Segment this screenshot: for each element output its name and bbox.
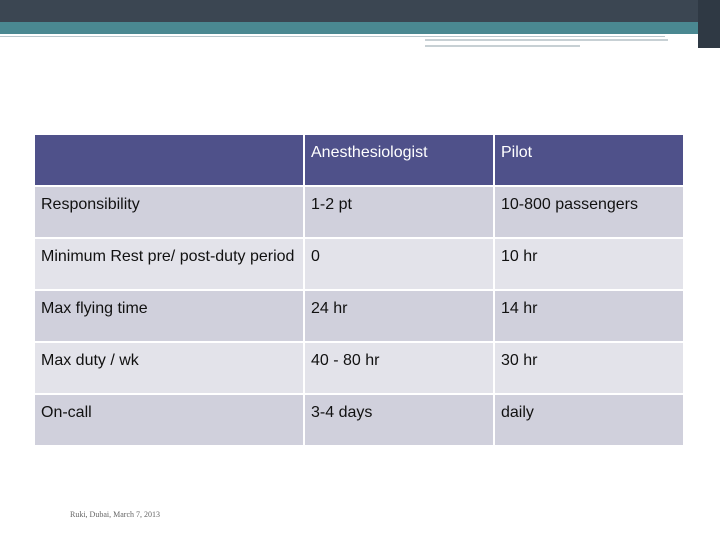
table-cell: 1-2 pt xyxy=(303,185,495,239)
slide-footer: Ruki, Dubai, March 7, 2013 xyxy=(70,510,160,519)
table-cell: On-call xyxy=(33,393,305,447)
decorative-rule xyxy=(425,45,580,47)
table-cell: 40 - 80 hr xyxy=(303,341,495,395)
table-cell: 10 hr xyxy=(493,237,685,291)
table-cell: daily xyxy=(493,393,685,447)
decorative-rule xyxy=(425,39,668,41)
table-row: Max duty / wk 40 - 80 hr 30 hr xyxy=(33,341,685,395)
comparison-table: Anesthesiologist Pilot Responsibility 1-… xyxy=(33,133,685,447)
table-cell: Max flying time xyxy=(33,289,305,343)
header-cell: Anesthesiologist xyxy=(303,133,495,187)
table-row: On-call 3-4 days daily xyxy=(33,393,685,447)
table-header-row: Anesthesiologist Pilot xyxy=(33,133,685,187)
header-cell xyxy=(33,133,305,187)
top-banner-corner xyxy=(698,0,720,48)
table-cell: 10-800 passengers xyxy=(493,185,685,239)
table-row: Minimum Rest pre/ post-duty period 0 10 … xyxy=(33,237,685,291)
table-cell: 0 xyxy=(303,237,495,291)
header-cell: Pilot xyxy=(493,133,685,187)
table-cell: Responsibility xyxy=(33,185,305,239)
table-cell: 30 hr xyxy=(493,341,685,395)
table-cell: 24 hr xyxy=(303,289,495,343)
table-cell: 3-4 days xyxy=(303,393,495,447)
table-cell: Minimum Rest pre/ post-duty period xyxy=(33,237,305,291)
table-cell: Max duty / wk xyxy=(33,341,305,395)
table-cell: 14 hr xyxy=(493,289,685,343)
table-row: Max flying time 24 hr 14 hr xyxy=(33,289,685,343)
top-banner-dark xyxy=(0,0,720,22)
table-row: Responsibility 1-2 pt 10-800 passengers xyxy=(33,185,685,239)
decorative-rule xyxy=(0,36,665,37)
top-banner-teal xyxy=(0,22,720,34)
